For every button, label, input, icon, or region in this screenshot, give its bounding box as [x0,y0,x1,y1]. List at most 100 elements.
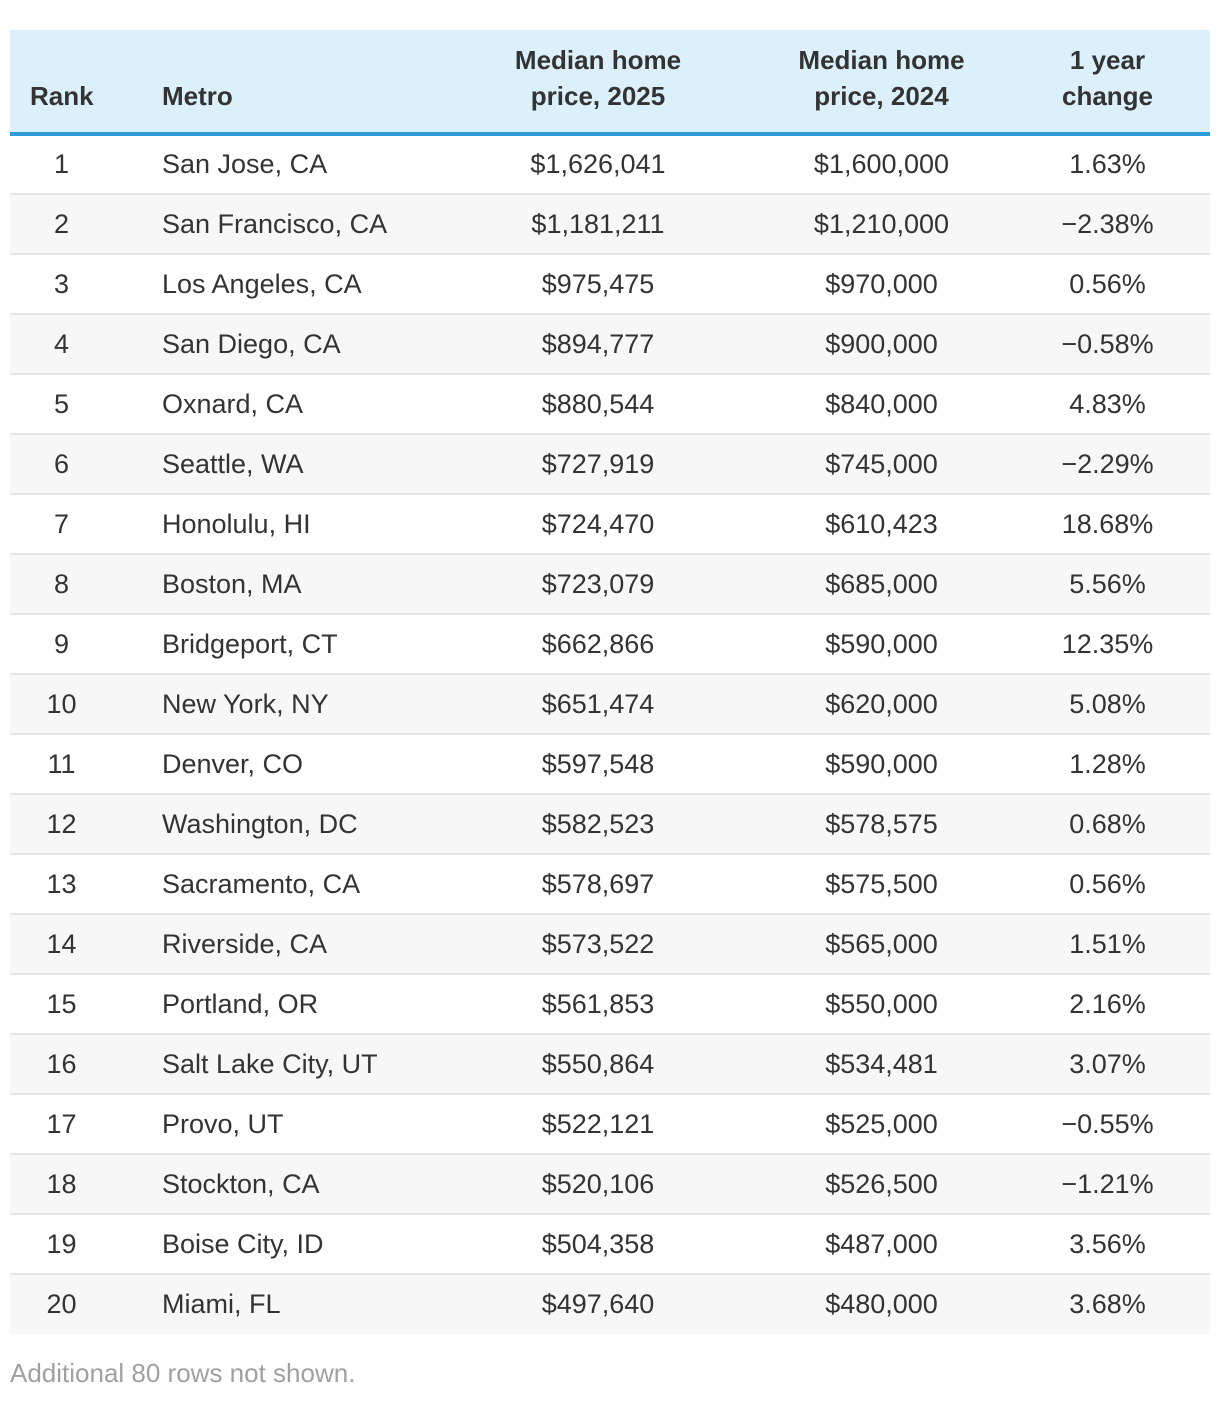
price-2024-cell: $610,423 [728,494,975,555]
table-row: 17 Provo, UT $522,121 $525,000 −0.55% [10,1094,1210,1155]
metro-cell: Bridgeport, CT [113,614,418,675]
price-2024-cell: $620,000 [728,674,975,735]
metro-cell: San Diego, CA [113,314,418,375]
change-cell: 1.28% [975,734,1210,795]
rank-cell: 20 [46,1289,77,1319]
table-row: 5 Oxnard, CA $880,544 $840,000 4.83% [10,374,1210,435]
change-cell: 3.56% [975,1214,1210,1275]
change-cell: 18.68% [975,494,1210,555]
price-2024-cell: $1,600,000 [728,134,975,195]
table-row: 15 Portland, OR $561,853 $550,000 2.16% [10,974,1210,1035]
metro-cell: Boise City, ID [113,1214,418,1275]
change-cell: 3.07% [975,1034,1210,1095]
rank-cell: 17 [10,1094,113,1155]
price-2024-cell: $575,500 [728,854,975,915]
price-2024-cell: $840,000 [728,374,975,435]
price-2025-cell: $1,626,041 [418,134,728,195]
price-2025-cell: $504,358 [418,1214,728,1275]
change-cell: 0.56% [975,854,1210,915]
price-2025-cell: $597,548 [418,734,728,795]
table-row: 13 Sacramento, CA $578,697 $575,500 0.56% [10,854,1210,915]
rank-cell: 9 [10,614,113,675]
rank-cell: 13 [10,854,113,915]
rank-cell: 12 [10,794,113,855]
metro-cell: Riverside, CA [113,914,418,975]
metro-cell: Boston, MA [113,554,418,615]
rank-cell: 1 [10,134,113,195]
price-2025-cell: $1,181,211 [418,194,728,255]
rank-cell: 8 [10,554,113,615]
table-row: 7 Honolulu, HI $724,470 $610,423 18.68% [10,494,1210,555]
table-row: 16 Salt Lake City, UT $550,864 $534,481 3.07… [10,1034,1210,1095]
change-cell: 5.08% [975,674,1210,735]
rank-cell: 2 [10,194,113,255]
change-cell: 0.68% [975,794,1210,855]
price-2025-cell: $578,697 [418,854,728,915]
rank-cell: 6 [10,434,113,495]
change-column-header[interactable]: 1 year change [975,30,1210,136]
rank-cell: 11 [10,734,113,795]
price-2025-cell: $520,106 [418,1154,728,1215]
price-2024-cell: $590,000 [728,734,975,795]
rank-header-label: Rank [30,81,94,111]
table-header: Rank Metro Median home price, 2025 Media… [10,30,1210,136]
metro-cell: Stockton, CA [113,1154,418,1215]
price-2025-header-line2: price, 2025 [530,81,666,111]
price-2025-cell: $522,121 [418,1094,728,1155]
header-row: Rank Metro Median home price, 2025 Media… [10,30,1210,136]
metro-cell: Miami, FL [162,1289,281,1319]
metro-cell: Sacramento, CA [113,854,418,915]
price-2025-cell: $573,522 [418,914,728,975]
price-2025-cell: $561,853 [418,974,728,1035]
price-2024-header-line2: price, 2024 [814,81,949,111]
metro-column-header[interactable]: Metro [113,30,418,136]
table-row: 2 San Francisco, CA $1,181,211 $1,210,000 −2… [10,194,1210,255]
change-cell: 5.56% [975,554,1210,615]
price-2025-cell: $651,474 [418,674,728,735]
table-row: 11 Denver, CO $597,548 $590,000 1.28% [10,734,1210,795]
change-cell: 4.83% [975,374,1210,435]
rank-column-header[interactable]: Rank [10,30,113,136]
rank-cell: 18 [10,1154,113,1215]
price-2025-cell: $724,470 [418,494,728,555]
price-2024-cell: $487,000 [728,1214,975,1275]
price-2025-cell: $550,864 [418,1034,728,1095]
price-2024-cell: $534,481 [728,1034,975,1095]
price-2024-cell: $525,000 [728,1094,975,1155]
rank-cell: 10 [10,674,113,735]
change-cell: 2.16% [975,974,1210,1035]
change-cell: 12.35% [975,614,1210,675]
rank-cell: 14 [10,914,113,975]
table-row: 6 Seattle, WA $727,919 $745,000 −2.29% [10,434,1210,495]
price-2025-cell: $662,866 [418,614,728,675]
rank-cell: 7 [10,494,113,555]
metro-cell: San Francisco, CA [113,194,418,255]
metro-cell: Salt Lake City, UT [113,1034,418,1095]
table-row: 4 San Diego, CA $894,777 $900,000 −0.58% [10,314,1210,375]
price-2024-cell: $526,500 [728,1154,975,1215]
price-2024-cell: $900,000 [728,314,975,375]
price-2024-cell: $578,575 [728,794,975,855]
change-header-line2: change [1061,81,1154,111]
rank-cell: 5 [10,374,113,435]
change-cell: 1.51% [975,914,1210,975]
price-2024-cell: $970,000 [728,254,975,315]
metro-cell: Denver, CO [113,734,418,795]
price-2025-column-header[interactable]: Median home price, 2025 [418,30,728,136]
change-cell: −2.38% [975,194,1210,255]
change-cell: 3.68% [1069,1289,1146,1319]
table-container: Rank Metro Median home price, 2025 Media… [10,30,1210,1334]
table-row: 9 Bridgeport, CT $662,866 $590,000 12.35% [10,614,1210,675]
price-2024-cell: $685,000 [728,554,975,615]
rank-cell: 3 [10,254,113,315]
price-2025-cell: $894,777 [418,314,728,375]
price-2024-cell: $590,000 [728,614,975,675]
metro-cell: San Jose, CA [113,134,418,195]
price-2025-cell: $497,640 [541,1289,655,1319]
home-price-table: Rank Metro Median home price, 2025 Media… [10,30,1210,1334]
rows-not-shown-note: Additional 80 rows not shown. [10,1358,356,1388]
metro-cell: Portland, OR [113,974,418,1035]
price-2024-column-header[interactable]: Median home price, 2024 [728,30,975,136]
price-2024-header-line1: Median home [798,45,965,75]
table-row: 18 Stockton, CA $520,106 $526,500 −1.21% [10,1154,1210,1215]
